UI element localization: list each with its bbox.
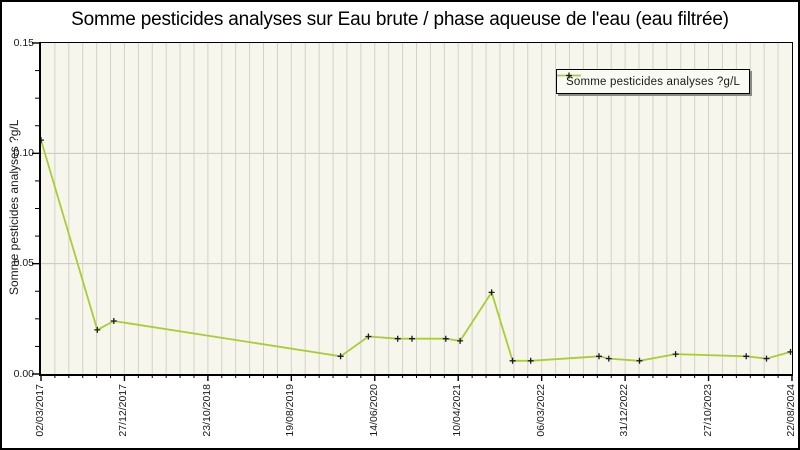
x-tick-label: 22/08/2024 — [785, 384, 797, 437]
y-tick-label: 0.15 — [13, 36, 34, 49]
plot-area: Somme pesticides analyses ?g/L — [32, 42, 793, 381]
x-tick-label: 02/03/2017 — [34, 384, 46, 437]
x-tick-label: 10/04/2021 — [451, 384, 464, 437]
data-series — [41, 137, 792, 364]
series-line — [41, 139, 791, 362]
gridlines-and-ticks — [32, 42, 793, 381]
y-tick-label: 0.10 — [13, 146, 34, 159]
legend-marker-icon — [557, 72, 581, 79]
x-tick-label: 27/10/2023 — [701, 384, 714, 437]
y-tick-label: 0.00 — [13, 367, 34, 380]
x-tick-label: 27/12/2017 — [117, 384, 130, 437]
x-tick-label: 19/08/2019 — [284, 384, 297, 437]
series-point-markers — [41, 137, 792, 364]
legend-label: Somme pesticides analyses ?g/L — [566, 75, 741, 88]
x-tick-label: 06/03/2022 — [534, 384, 547, 437]
legend-box: Somme pesticides analyses ?g/L — [556, 69, 751, 94]
x-tick-label: 23/10/2018 — [200, 384, 213, 437]
y-tick-label: 0.05 — [13, 257, 34, 270]
x-tick-label: 14/06/2020 — [367, 384, 380, 437]
y-axis-title: Somme pesticides analyses ?g/L — [7, 119, 21, 296]
x-tick-label: 31/12/2022 — [618, 384, 631, 437]
chart-title: Somme pesticides analyses sur Eau brute … — [71, 9, 729, 30]
